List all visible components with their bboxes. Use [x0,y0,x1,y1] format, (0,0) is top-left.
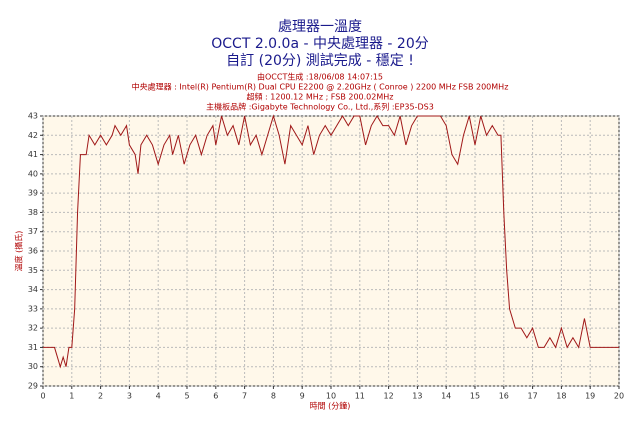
y-tick-label: 35 [28,266,38,275]
x-axis-label: 時間 (分鐘) [310,401,351,411]
y-tick-label: 43 [28,112,38,121]
x-tick-label: 5 [184,392,189,401]
x-tick-label: 9 [300,392,305,401]
x-tick-label: 17 [528,392,538,401]
x-tick-label: 15 [470,392,480,401]
x-tick-label: 19 [585,392,595,401]
temperature-line [43,114,619,369]
x-tick-label: 6 [213,392,218,401]
x-tick-label: 13 [412,392,422,401]
y-tick-label: 31 [28,343,38,352]
y-tick-label: 41 [28,150,38,159]
y-axis-label: 溫度 (攝氏) [14,231,24,272]
x-tick-label: 20 [614,392,624,401]
y-tick-label: 33 [28,304,38,313]
annotation: 主機板品牌 :Gigabyte Technology Co., Ltd.,系列 … [206,102,434,112]
x-tick-label: 11 [355,392,365,401]
chart-subtitle: OCCT 2.0.0a - 中央處理器 - 20分 [211,36,429,52]
y-tick-label: 29 [28,382,38,391]
x-tick-label: 2 [98,392,103,401]
y-tick-label: 42 [28,131,38,140]
y-tick-label: 30 [28,362,38,371]
y-tick-label: 37 [28,227,38,236]
chart-subtitle: 自訂 (20分) 測試完成 - 穩定 ! [226,53,414,69]
x-tick-label: 18 [556,392,566,401]
y-tick-label: 40 [28,169,38,178]
annotation: 中央處理器 : Intel(R) Pentium(R) Dual CPU E22… [132,82,509,92]
chart-title: 處理器一溫度 [278,19,362,35]
x-tick-label: 0 [40,392,45,401]
y-tick-label: 34 [28,285,38,294]
x-tick-label: 12 [384,392,394,401]
x-tick-label: 4 [156,392,161,401]
annotation: 由OCCT生成 :18/06/08 14:07:15 [257,72,383,82]
x-tick-label: 8 [271,392,276,401]
x-tick-label: 16 [499,392,509,401]
x-tick-label: 10 [326,392,336,401]
y-tick-label: 32 [28,324,38,333]
x-tick-label: 1 [69,392,74,401]
y-tick-label: 38 [28,208,38,217]
x-tick-label: 14 [441,392,451,401]
y-tick-label: 39 [28,189,38,198]
x-tick-label: 3 [127,392,132,401]
y-tick-label: 36 [28,247,38,256]
x-tick-label: 7 [242,392,247,401]
annotation: 超頻 : 1200.12 MHz ; FSB 200.02MHz [247,92,394,102]
